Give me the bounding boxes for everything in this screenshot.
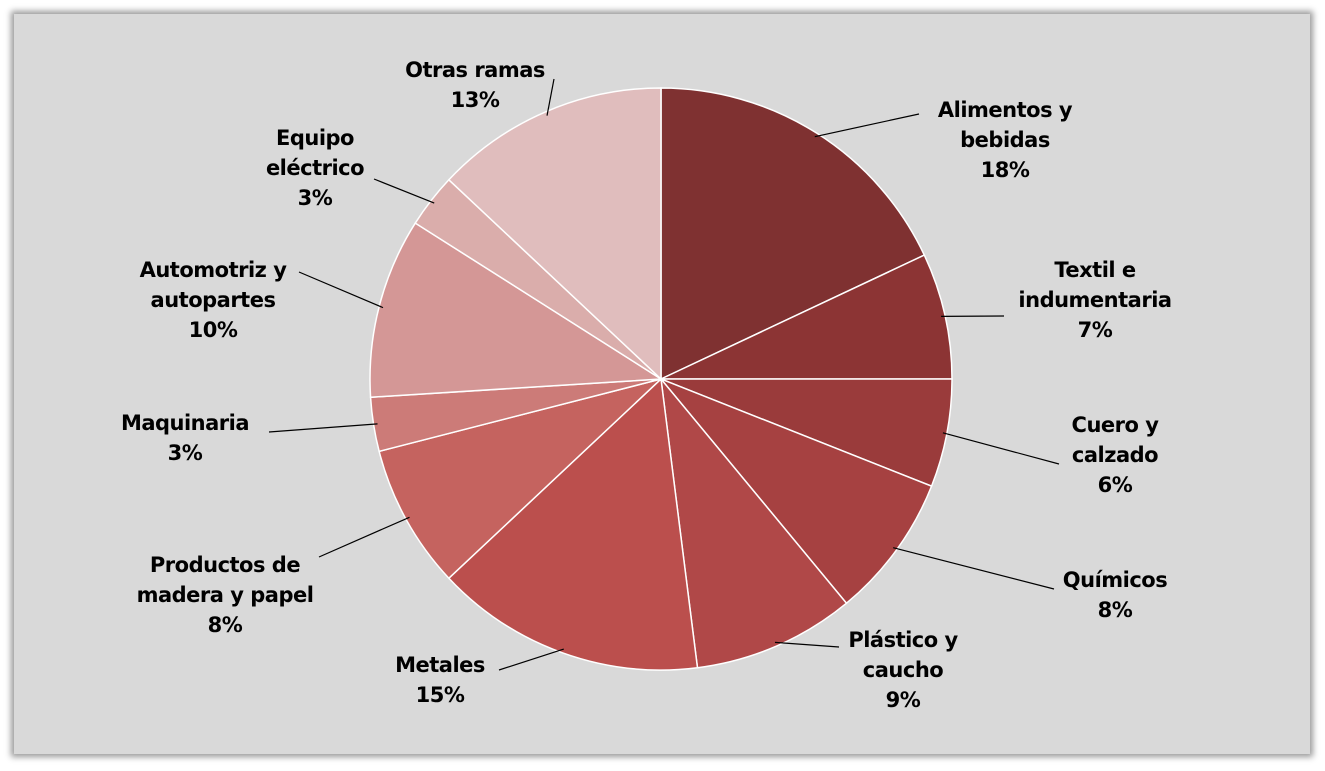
leader-line (318, 516, 410, 558)
value-label: 13% (450, 88, 500, 112)
data-label: Maquinaria 3% (100, 408, 270, 468)
leader-line (774, 641, 840, 648)
value-label: 10% (188, 318, 238, 342)
pie-slice (659, 376, 848, 669)
data-label: Equipo eléctrico 3% (255, 123, 375, 213)
data-label: Automotriz y autopartes 10% (123, 255, 303, 345)
pie-slice (447, 377, 699, 671)
data-label: Químicos 8% (1055, 565, 1175, 625)
value-label: 9% (885, 688, 921, 712)
category-label: Plástico y caucho (848, 628, 958, 682)
category-label: Cuero y calzado (1071, 413, 1159, 467)
value-label: 6% (1097, 473, 1133, 497)
leader-line (498, 648, 564, 671)
category-label: Automotriz y autopartes (139, 258, 287, 312)
leader-line (814, 113, 920, 138)
chart (268, 78, 1060, 671)
data-label: Otras ramas 13% (390, 55, 560, 115)
pie-slice (660, 378, 933, 605)
leader-line (546, 78, 555, 116)
leader-line (942, 432, 1060, 465)
pie-slice (660, 87, 926, 381)
category-label: Otras ramas (405, 58, 545, 82)
data-label: Metales 15% (380, 650, 500, 710)
pie-slice (660, 254, 953, 380)
value-label: 3% (167, 441, 203, 465)
data-label: Productos de madera y papel 8% (125, 550, 325, 640)
data-label: Cuero y calzado 6% (1055, 410, 1175, 500)
value-label: 8% (1097, 598, 1133, 622)
leader-line (893, 547, 1055, 590)
leader-line (268, 423, 378, 433)
category-label: Equipo eléctrico (265, 126, 365, 180)
category-label: Productos de madera y papel (136, 553, 314, 607)
pie-slice (447, 87, 662, 381)
leader-line (298, 271, 384, 309)
value-label: 7% (1077, 318, 1113, 342)
category-label: Alimentos y bebidas (937, 98, 1073, 152)
data-label: Plástico y caucho 9% (828, 625, 978, 715)
value-label: 18% (980, 158, 1030, 182)
value-label: 15% (415, 683, 465, 707)
value-label: 3% (297, 186, 333, 210)
category-label: Maquinaria (120, 411, 250, 435)
category-label: Metales (395, 653, 485, 677)
category-label: Textil e indumentaria (1018, 258, 1172, 312)
data-label: Alimentos y bebidas 18% (920, 95, 1090, 185)
chart-panel: Alimentos y bebidas 18% Textil e indumenta… (14, 14, 1310, 754)
category-label: Químicos (1062, 568, 1168, 592)
value-label: 8% (207, 613, 243, 637)
leader-line (373, 178, 435, 204)
data-label: Textil e indumentaria 7% (1005, 255, 1185, 345)
